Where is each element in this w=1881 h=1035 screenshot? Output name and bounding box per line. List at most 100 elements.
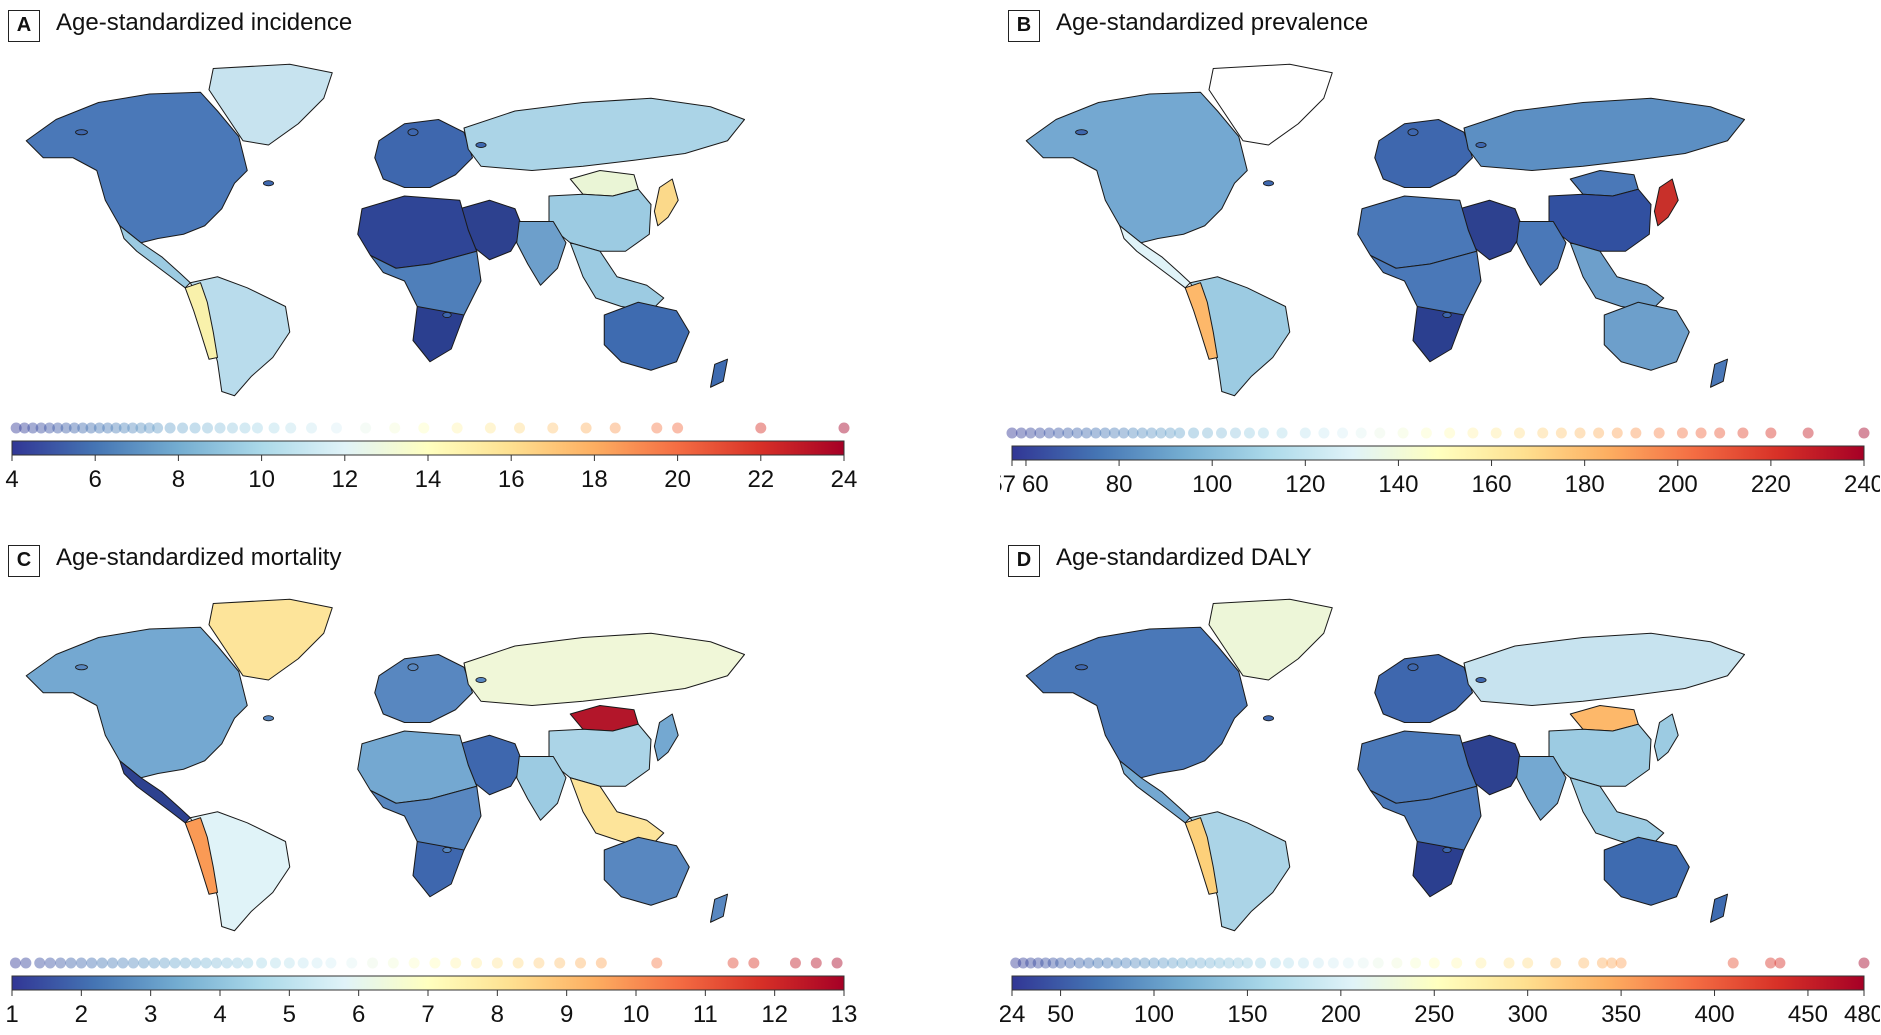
- value-dot: [159, 957, 171, 969]
- tick-label: 9: [560, 1001, 573, 1028]
- tick-label: 50: [1047, 1001, 1074, 1028]
- value-dot: [44, 957, 56, 969]
- value-dot: [1537, 427, 1549, 439]
- region-japan: [1653, 178, 1679, 227]
- value-dot: [211, 957, 223, 969]
- value-dot: [512, 957, 524, 969]
- value-dot: [1630, 427, 1642, 439]
- color-scale: 5760 80 100 120 140 160 180 200 220 240: [1000, 427, 1880, 498]
- island-shape: [1475, 677, 1487, 683]
- region-russia: [463, 97, 746, 172]
- island-shape: [1075, 129, 1088, 136]
- value-dot: [1185, 957, 1197, 969]
- value-dot: [60, 422, 72, 434]
- region-seasia: [569, 242, 665, 312]
- value-dot: [408, 957, 420, 969]
- tick-label: 18: [581, 466, 608, 493]
- value-dot: [748, 957, 760, 969]
- tick-label: 14: [415, 466, 442, 493]
- value-dot: [1202, 427, 1214, 439]
- region-europe: [1374, 118, 1474, 189]
- tick-label: 6: [352, 1001, 365, 1028]
- color-bar: [11, 975, 845, 991]
- region-northamerica: [25, 626, 248, 779]
- value-dot: [1615, 957, 1627, 969]
- region-andes: [184, 282, 219, 360]
- value-dot: [429, 957, 441, 969]
- value-dot: [1127, 427, 1139, 439]
- tick-label: 16: [498, 466, 525, 493]
- value-dot: [1444, 427, 1456, 439]
- value-dot: [1195, 957, 1207, 969]
- value-dot: [1015, 427, 1027, 439]
- value-dot: [1071, 427, 1083, 439]
- tick-label: 60: [1022, 471, 1049, 498]
- color-bar: [11, 440, 845, 456]
- region-nz: [709, 893, 729, 923]
- color-scale: 24 50 100 150 200 250 300 350 400 450 480: [1000, 957, 1880, 1028]
- value-dot: [311, 957, 323, 969]
- value-dot: [118, 422, 130, 434]
- region-russia: [1463, 632, 1746, 707]
- value-dot: [285, 422, 297, 434]
- tick-label: 220: [1751, 471, 1791, 498]
- color-bar: [1011, 445, 1865, 461]
- region-andes: [1184, 282, 1219, 360]
- value-dot: [1475, 957, 1487, 969]
- value-dot: [595, 957, 607, 969]
- value-dot: [651, 957, 663, 969]
- island-shape: [1075, 664, 1088, 671]
- value-dot: [10, 422, 22, 434]
- value-dot: [533, 957, 545, 969]
- region-japan: [653, 178, 679, 227]
- value-dot: [135, 422, 147, 434]
- region-southafrica: [1412, 305, 1465, 363]
- value-dot: [1157, 957, 1169, 969]
- value-dot: [1397, 427, 1409, 439]
- value-dot: [43, 422, 55, 434]
- value-dot: [1490, 427, 1502, 439]
- tick-label: 22: [747, 466, 774, 493]
- value-dot: [1774, 957, 1786, 969]
- island-shape: [442, 312, 452, 318]
- island-shape: [262, 180, 275, 187]
- value-dot: [1243, 427, 1255, 439]
- region-japan: [653, 713, 679, 762]
- value-dot: [1108, 427, 1120, 439]
- panel-a: A Age-standardized incidence 4 6 8 10 12 14 16…: [0, 0, 920, 500]
- value-dot: [367, 957, 379, 969]
- island-shape: [262, 715, 275, 722]
- value-dot: [1229, 427, 1241, 439]
- region-india: [1516, 220, 1567, 286]
- value-dot: [102, 422, 114, 434]
- value-dot: [1606, 957, 1618, 969]
- region-northamerica: [1025, 91, 1248, 244]
- tick-label: 180: [1565, 471, 1605, 498]
- panel-d: D Age-standardized DALY 24 50 100 150 200 250…: [1000, 535, 1881, 1035]
- value-dot: [1040, 957, 1052, 969]
- value-dot: [1276, 427, 1288, 439]
- island-shape: [1442, 847, 1452, 853]
- value-dot: [1391, 957, 1403, 969]
- region-india: [1516, 755, 1567, 821]
- value-dot: [1204, 957, 1216, 969]
- value-dot: [1318, 427, 1330, 439]
- value-dot: [1503, 957, 1515, 969]
- tick-label: 4: [213, 1001, 226, 1028]
- value-dot: [1858, 957, 1870, 969]
- value-dot: [1467, 427, 1479, 439]
- tick-label: 8: [172, 466, 185, 493]
- value-dot: [1714, 427, 1726, 439]
- value-dot: [127, 422, 139, 434]
- region-europe: [1374, 653, 1474, 724]
- region-andes: [1184, 817, 1219, 895]
- value-dot: [256, 957, 268, 969]
- value-dot: [117, 957, 129, 969]
- value-dot: [200, 957, 212, 969]
- value-dot: [491, 957, 503, 969]
- value-dot: [1297, 957, 1309, 969]
- region-southafrica: [412, 305, 465, 363]
- value-dot: [1737, 427, 1749, 439]
- color-bar: [1011, 975, 1865, 991]
- value-dot: [221, 957, 233, 969]
